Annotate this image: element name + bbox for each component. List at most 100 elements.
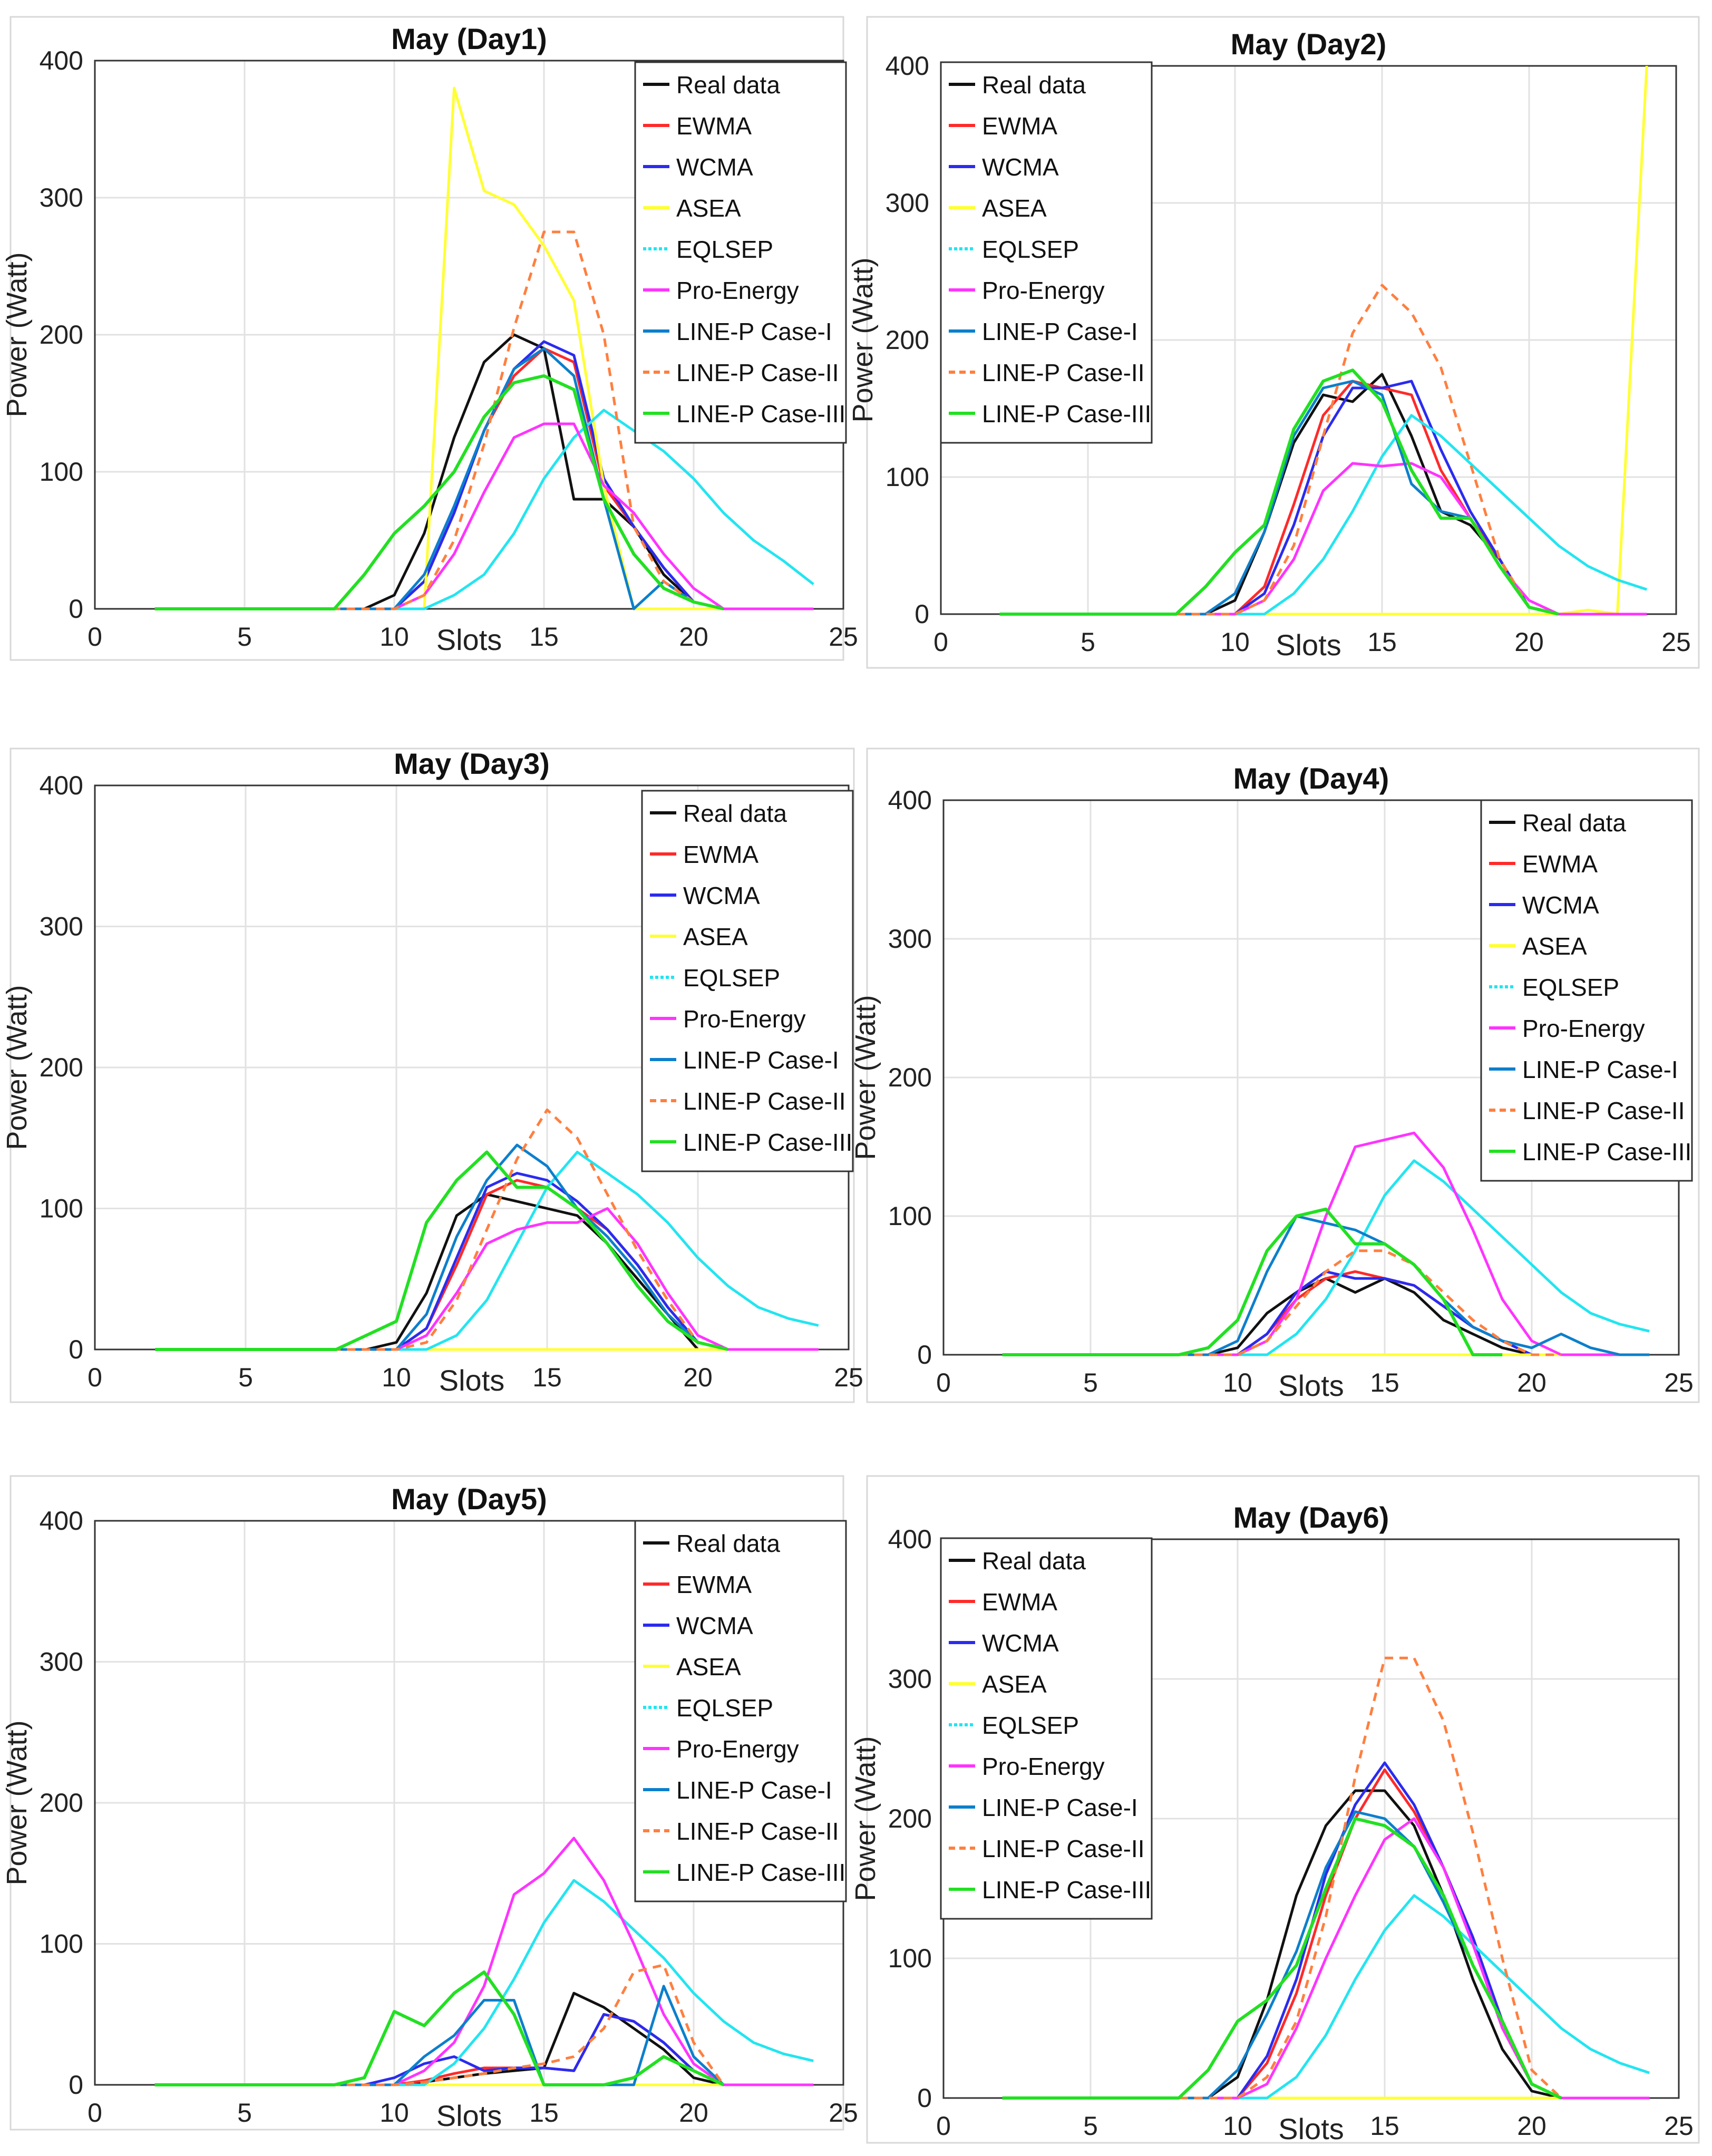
x-tick-label: 20	[679, 2098, 708, 2128]
legend-label: LINE-P Case-III	[982, 1876, 1151, 1904]
legend-label: EQLSEP	[982, 236, 1079, 263]
legend-box	[940, 1537, 1153, 1920]
series-group	[154, 1837, 814, 2086]
legend-label: LINE-P Case-I	[683, 1046, 839, 1074]
legend: Real data EWMA WCMA ASEA EQLSEP Pro-Energy LIN…	[641, 790, 854, 1172]
legend-box	[634, 1520, 847, 1902]
y-axis-label: Power (Watt)	[850, 1736, 881, 1901]
series-line-eqlsep	[1002, 1894, 1650, 2100]
series-line-line-p-case-i	[155, 1143, 728, 1351]
y-tick-label: 100	[40, 1194, 83, 1223]
series-line-eqlsep	[155, 1151, 819, 1351]
x-tick-label: 5	[1081, 627, 1095, 657]
legend-label: LINE-P Case-II	[982, 1835, 1144, 1862]
x-tick-label: 20	[1514, 627, 1544, 657]
chart-panel-5: 0 5 10 15 20 25 0 100 200 300 400 May (Day5) Slots Po…	[1, 1475, 858, 2132]
legend-label: Real data	[676, 71, 780, 99]
x-tick-label: 20	[683, 1363, 713, 1392]
series-line-wcma	[1002, 1761, 1562, 2100]
y-axis-label: Power (Watt)	[1, 1720, 33, 1885]
legend-label: LINE-P Case-III	[676, 1859, 845, 1886]
x-tick-label: 5	[1083, 2111, 1098, 2141]
x-tick-label: 0	[936, 1368, 951, 1397]
x-tick-label: 10	[1223, 2111, 1252, 2141]
x-tick-label: 15	[529, 622, 559, 652]
series-group	[154, 86, 814, 610]
series-line-asea	[154, 86, 814, 610]
series-line-eqlsep	[1002, 1159, 1650, 1356]
x-tick-label: 10	[380, 622, 409, 652]
x-tick-label: 25	[834, 1363, 863, 1392]
y-axis-label: Power (Watt)	[1, 985, 33, 1150]
x-tick-label: 10	[382, 1363, 411, 1392]
legend-label: EQLSEP	[1522, 974, 1619, 1001]
y-tick-label: 400	[888, 1524, 932, 1554]
legend-label: WCMA	[982, 153, 1059, 181]
y-tick-label: 0	[69, 594, 83, 624]
legend-label: Real data	[683, 800, 787, 827]
series-line-line-p-case-iii	[1002, 1817, 1562, 2100]
y-tick-label: 100	[40, 457, 83, 487]
series-line-pro-energy	[154, 1837, 814, 2086]
legend-label: EQLSEP	[982, 1712, 1079, 1739]
x-tick-label: 10	[380, 2098, 409, 2128]
y-tick-label: 0	[915, 599, 929, 629]
series-line-line-p-case-ii	[1002, 1656, 1562, 2100]
y-tick-label: 100	[888, 1201, 932, 1231]
series-line-line-p-case-iii	[999, 368, 1559, 616]
legend-label: Pro-Energy	[982, 1753, 1105, 1780]
y-tick-label: 0	[917, 1340, 932, 1370]
legend-label: ASEA	[982, 195, 1047, 222]
series-line-line-p-case-iii	[155, 1150, 728, 1351]
series-line-real-data	[1002, 1277, 1561, 1356]
chart-title: May (Day3)	[394, 747, 550, 780]
legend-label: EWMA	[676, 1571, 752, 1598]
y-tick-label: 300	[888, 1664, 932, 1694]
legend-label: WCMA	[676, 1612, 753, 1639]
x-tick-label: 25	[829, 622, 858, 652]
legend-label: EQLSEP	[676, 1694, 773, 1722]
x-tick-label: 10	[1220, 627, 1250, 657]
legend-label: ASEA	[1522, 933, 1587, 960]
series-group	[1002, 1131, 1650, 1356]
y-tick-label: 300	[40, 183, 83, 212]
x-axis-label: Slots	[436, 2099, 502, 2132]
legend-label: Pro-Energy	[676, 277, 799, 304]
x-tick-label: 15	[532, 1363, 562, 1392]
legend-label: ASEA	[676, 195, 741, 222]
legend-label: WCMA	[1522, 891, 1599, 919]
y-tick-label: 200	[40, 1053, 83, 1082]
x-axis-label: Slots	[1276, 628, 1341, 662]
series-line-eqlsep	[154, 409, 814, 610]
legend-label: EQLSEP	[683, 964, 780, 992]
x-tick-label: 0	[87, 1363, 102, 1392]
legend-label: Pro-Energy	[1522, 1015, 1645, 1042]
x-tick-label: 25	[1664, 2111, 1694, 2141]
y-axis-label: Power (Watt)	[1, 252, 33, 417]
series-line-pro-energy	[1002, 1131, 1650, 1356]
legend-label: ASEA	[982, 1671, 1047, 1698]
series-group	[155, 1108, 819, 1351]
y-tick-label: 100	[40, 1929, 83, 1959]
legend-label: EWMA	[1522, 850, 1598, 878]
y-tick-label: 300	[40, 912, 83, 941]
legend: Real data EWMA WCMA ASEA EQLSEP Pro-Energy LIN…	[634, 1520, 847, 1902]
y-tick-label: 200	[888, 1804, 932, 1833]
y-tick-label: 0	[69, 1335, 83, 1364]
x-axis-label: Slots	[439, 1364, 505, 1397]
legend-box	[634, 61, 847, 444]
chart-title: May (Day2)	[1231, 27, 1387, 61]
chart-title: May (Day5)	[391, 1482, 547, 1516]
y-tick-label: 0	[917, 2083, 932, 2113]
legend-label: WCMA	[982, 1629, 1059, 1657]
x-tick-label: 5	[1083, 1368, 1098, 1397]
legend-label: LINE-P Case-III	[683, 1129, 852, 1156]
legend-label: WCMA	[676, 153, 753, 181]
y-tick-label: 300	[40, 1647, 83, 1677]
legend-label: LINE-P Case-I	[982, 318, 1138, 345]
series-line-real-data	[1002, 1789, 1562, 2100]
series-line-pro-energy	[999, 462, 1647, 616]
y-tick-label: 400	[40, 46, 83, 75]
x-tick-label: 15	[529, 2098, 559, 2128]
